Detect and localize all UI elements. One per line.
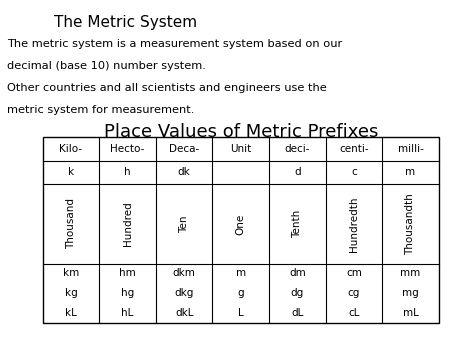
Text: deci-: deci- [284, 144, 310, 154]
Text: hL: hL [122, 308, 134, 318]
Text: hg: hg [121, 288, 134, 298]
Text: Kilo-: Kilo- [59, 144, 83, 154]
Text: dkL: dkL [175, 308, 194, 318]
Text: Hundred: Hundred [122, 201, 133, 246]
Text: Thousand: Thousand [66, 198, 76, 249]
Text: km: km [63, 268, 79, 279]
Text: mg: mg [402, 288, 419, 298]
Text: Hecto-: Hecto- [110, 144, 145, 154]
Text: cg: cg [348, 288, 360, 298]
Text: d: d [294, 167, 301, 177]
Text: m: m [236, 268, 246, 279]
Text: cL: cL [348, 308, 360, 318]
Text: dkm: dkm [173, 268, 196, 279]
Text: kL: kL [65, 308, 77, 318]
Text: Place Values of Metric Prefixes: Place Values of Metric Prefixes [104, 123, 378, 141]
Text: Thousandth: Thousandth [405, 193, 415, 255]
Text: One: One [236, 213, 246, 235]
Text: Unit: Unit [230, 144, 252, 154]
Text: dkg: dkg [175, 288, 194, 298]
Text: Ten: Ten [179, 215, 189, 233]
Text: cm: cm [346, 268, 362, 279]
Text: Hundredth: Hundredth [349, 196, 359, 252]
Text: milli-: milli- [397, 144, 423, 154]
Text: dk: dk [178, 167, 190, 177]
Text: c: c [351, 167, 357, 177]
Text: k: k [68, 167, 74, 177]
Text: decimal (base 10) number system.: decimal (base 10) number system. [7, 61, 206, 71]
Text: dg: dg [291, 288, 304, 298]
Text: Other countries and all scientists and engineers use the: Other countries and all scientists and e… [7, 83, 327, 93]
Text: metric system for measurement.: metric system for measurement. [7, 105, 194, 115]
Text: mL: mL [403, 308, 418, 318]
Text: centi-: centi- [339, 144, 369, 154]
Text: m: m [405, 167, 415, 177]
Text: The Metric System: The Metric System [54, 15, 197, 30]
Text: Tenth: Tenth [292, 210, 302, 238]
Text: L: L [238, 308, 243, 318]
Text: hm: hm [119, 268, 136, 279]
Text: h: h [124, 167, 131, 177]
Text: g: g [238, 288, 244, 298]
Text: Deca-: Deca- [169, 144, 199, 154]
Text: The metric system is a measurement system based on our: The metric system is a measurement syste… [7, 39, 342, 49]
Text: dL: dL [291, 308, 303, 318]
Text: mm: mm [400, 268, 421, 279]
Text: kg: kg [65, 288, 77, 298]
Text: dm: dm [289, 268, 306, 279]
